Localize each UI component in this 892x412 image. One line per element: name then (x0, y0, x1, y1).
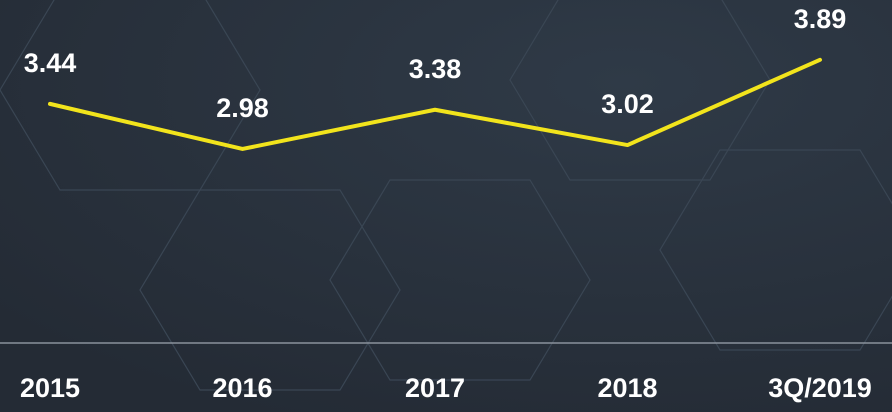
data-label: 2.98 (216, 93, 269, 123)
data-label: 3.38 (409, 54, 462, 84)
chart: 2015 2016 2017 2018 3Q/2019 3.44 2.98 3.38 3.02 3… (0, 0, 892, 412)
x-tick-label: 2018 (597, 373, 657, 403)
data-label: 3.44 (24, 48, 77, 78)
x-tick-label: 2016 (212, 373, 272, 403)
data-label: 3.02 (601, 89, 654, 119)
page: 2015 2016 2017 2018 3Q/2019 3.44 2.98 3.38 3.02 3… (0, 0, 892, 412)
x-tick-label: 2017 (405, 373, 465, 403)
x-tick-label: 2015 (20, 373, 80, 403)
data-label: 3.89 (794, 4, 847, 34)
x-tick-label: 3Q/2019 (768, 373, 872, 403)
